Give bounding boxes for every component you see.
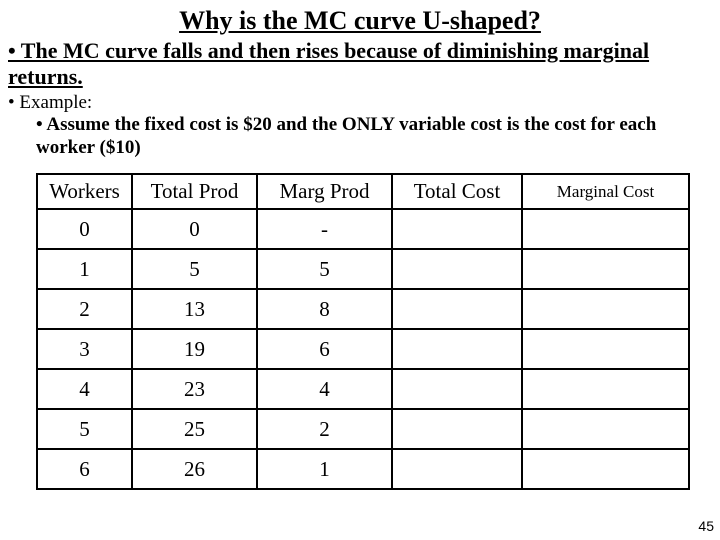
cell: 26 [132, 449, 257, 489]
cost-table: Workers Total Prod Marg Prod Total Cost … [36, 173, 690, 490]
cell: 3 [37, 329, 132, 369]
cell: 25 [132, 409, 257, 449]
cell [392, 449, 522, 489]
cell: 4 [37, 369, 132, 409]
col-header-workers: Workers [37, 174, 132, 209]
cell [392, 329, 522, 369]
table-container: Workers Total Prod Marg Prod Total Cost … [36, 173, 688, 490]
cell [392, 249, 522, 289]
cell [522, 369, 689, 409]
cell [392, 209, 522, 249]
table-header-row: Workers Total Prod Marg Prod Total Cost … [37, 174, 689, 209]
cell: 8 [257, 289, 392, 329]
cell: 19 [132, 329, 257, 369]
table-body: 0 0 - 1 5 5 2 13 8 [37, 209, 689, 489]
table-row: 1 5 5 [37, 249, 689, 289]
table-row: 2 13 8 [37, 289, 689, 329]
slide-title: Why is the MC curve U-shaped? [8, 6, 712, 36]
cell: 6 [37, 449, 132, 489]
cell: 6 [257, 329, 392, 369]
cell: 5 [132, 249, 257, 289]
cell: 4 [257, 369, 392, 409]
col-header-margprod: Marg Prod [257, 174, 392, 209]
cell: 2 [37, 289, 132, 329]
cell: - [257, 209, 392, 249]
slide-container: Why is the MC curve U-shaped? • The MC c… [0, 0, 720, 540]
example-text: • Assume the fixed cost is $20 and the O… [36, 114, 704, 159]
table-row: 5 25 2 [37, 409, 689, 449]
cell: 13 [132, 289, 257, 329]
cell: 0 [37, 209, 132, 249]
cell: 23 [132, 369, 257, 409]
cell [522, 209, 689, 249]
cell [522, 249, 689, 289]
table-row: 0 0 - [37, 209, 689, 249]
cell [522, 449, 689, 489]
cell: 1 [37, 249, 132, 289]
col-header-totalcost: Total Cost [392, 174, 522, 209]
page-number: 45 [698, 518, 714, 534]
cell [392, 409, 522, 449]
cell: 5 [37, 409, 132, 449]
cell: 1 [257, 449, 392, 489]
cell [392, 289, 522, 329]
col-header-totalprod: Total Prod [132, 174, 257, 209]
main-point: • The MC curve falls and then rises beca… [8, 38, 712, 90]
table-row: 3 19 6 [37, 329, 689, 369]
cell [522, 289, 689, 329]
cell [522, 329, 689, 369]
cell [392, 369, 522, 409]
cell: 2 [257, 409, 392, 449]
cell: 0 [132, 209, 257, 249]
cell [522, 409, 689, 449]
col-header-margcost: Marginal Cost [522, 174, 689, 209]
table-row: 6 26 1 [37, 449, 689, 489]
example-label: • Example: [8, 92, 712, 114]
table-row: 4 23 4 [37, 369, 689, 409]
cell: 5 [257, 249, 392, 289]
